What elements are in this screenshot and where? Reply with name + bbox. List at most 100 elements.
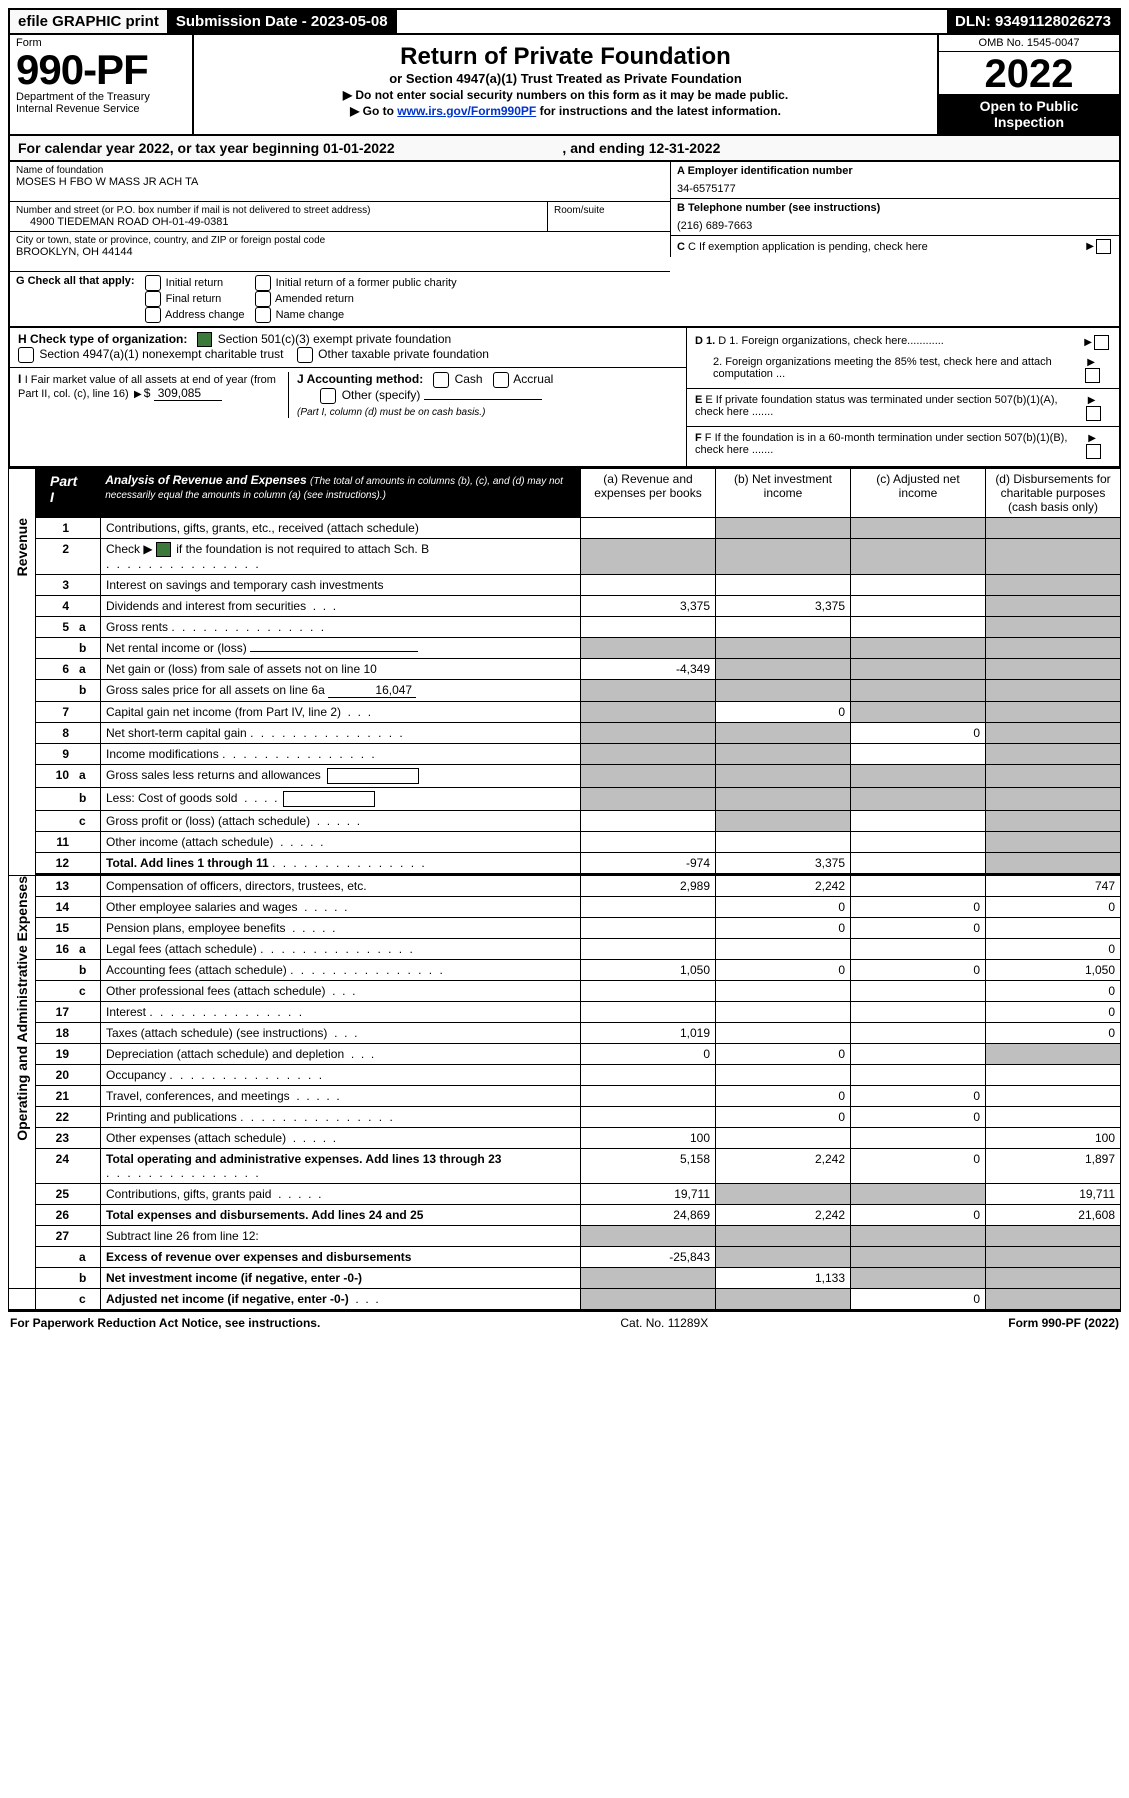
footer: For Paperwork Reduction Act Notice, see … <box>8 1310 1121 1334</box>
address: 4900 TIEDEMAN ROAD OH-01-49-0381 <box>16 216 541 228</box>
row-25: Contributions, gifts, grants paid . . . … <box>101 1184 581 1205</box>
row-12: Total. Add lines 1 through 11 <box>101 853 581 875</box>
chk-other-tax[interactable] <box>297 347 313 363</box>
info-block: Name of foundation MOSES H FBO W MASS JR… <box>8 161 1121 328</box>
row-16a: Legal fees (attach schedule) <box>101 939 581 960</box>
open-public-2: Inspection <box>941 114 1117 130</box>
submission-date: Submission Date - 2023-05-08 <box>168 10 397 33</box>
row-23: Other expenses (attach schedule) . . . .… <box>101 1128 581 1149</box>
chk-f[interactable] <box>1086 444 1101 459</box>
j-note: (Part I, column (d) must be on cash basi… <box>297 407 485 418</box>
row-2: Check ▶ if the foundation is not require… <box>101 539 581 575</box>
row-10b: Less: Cost of goods sold . . . . <box>101 788 581 811</box>
room-label: Room/suite <box>547 201 670 231</box>
dept-label: Department of the Treasury <box>16 91 186 103</box>
row-11: Other income (attach schedule) . . . . . <box>101 832 581 853</box>
chk-final[interactable] <box>145 291 161 307</box>
city: BROOKLYN, OH 44144 <box>16 246 664 258</box>
top-bar: efile GRAPHIC print Submission Date - 20… <box>8 8 1121 35</box>
part1-tab: Part I <box>36 469 91 509</box>
chk-name-change[interactable] <box>255 307 271 323</box>
row-13: Compensation of officers, directors, tru… <box>101 876 581 897</box>
form-number: 990-PF <box>16 49 186 91</box>
side-revenue: Revenue <box>14 518 30 582</box>
name-label: Name of foundation <box>16 165 664 176</box>
ein-val: 34-6575177 <box>677 177 736 195</box>
instruction-1: ▶ Do not enter social security numbers o… <box>202 88 929 102</box>
efile-label[interactable]: efile GRAPHIC print <box>10 10 168 33</box>
foundation-name: MOSES H FBO W MASS JR ACH TA <box>16 176 664 188</box>
part1-table: Part I Analysis of Revenue and Expenses … <box>8 468 1121 1310</box>
chk-amended[interactable] <box>255 291 271 307</box>
chk-501c3[interactable] <box>197 332 212 347</box>
open-public-1: Open to Public <box>941 98 1117 114</box>
chk-schb[interactable] <box>156 542 171 557</box>
row-27c: Adjusted net income (if negative, enter … <box>101 1289 581 1310</box>
addr-label: Number and street (or P.O. box number if… <box>16 205 541 216</box>
row-5b: Net rental income or (loss) <box>101 638 581 659</box>
i-val: 309,085 <box>154 386 222 401</box>
row-3: Interest on savings and temporary cash i… <box>101 575 581 596</box>
row-24: Total operating and administrative expen… <box>101 1149 581 1184</box>
col-a: (a) Revenue and expenses per books <box>581 469 716 518</box>
side-expenses: Operating and Administrative Expenses <box>14 876 30 1147</box>
ein-label: A Employer identification number <box>677 165 853 177</box>
row-21: Travel, conferences, and meetings . . . … <box>101 1086 581 1107</box>
row-14: Other employee salaries and wages . . . … <box>101 897 581 918</box>
row-10c: Gross profit or (loss) (attach schedule)… <box>101 811 581 832</box>
row-7: Capital gain net income (from Part IV, l… <box>101 702 581 723</box>
j-label: J Accounting method: <box>297 373 423 387</box>
row-20: Occupancy <box>101 1065 581 1086</box>
chk-e[interactable] <box>1086 406 1101 421</box>
row-16c: Other professional fees (attach schedule… <box>101 981 581 1002</box>
row-1: Contributions, gifts, grants, etc., rece… <box>101 518 581 539</box>
irs-label: Internal Revenue Service <box>16 103 186 115</box>
i-label: I Fair market value of all assets at end… <box>18 374 276 400</box>
row-27b: Net investment income (if negative, ente… <box>101 1268 581 1289</box>
row-10a: Gross sales less returns and allowances <box>101 765 581 788</box>
chk-initial[interactable] <box>145 275 161 291</box>
form-subtitle: or Section 4947(a)(1) Trust Treated as P… <box>202 71 929 86</box>
row-16b: Accounting fees (attach schedule) <box>101 960 581 981</box>
footer-left: For Paperwork Reduction Act Notice, see … <box>10 1316 320 1330</box>
form-header: Form 990-PF Department of the Treasury I… <box>8 35 1121 136</box>
chk-c[interactable] <box>1096 239 1111 254</box>
col-b: (b) Net investment income <box>716 469 851 518</box>
row-6b: Gross sales price for all assets on line… <box>101 680 581 702</box>
row-5a: Gross rents <box>101 617 581 638</box>
g-label: G Check all that apply: <box>16 275 135 287</box>
calendar-year-bar: For calendar year 2022, or tax year begi… <box>8 136 1121 161</box>
row-18: Taxes (attach schedule) (see instruction… <box>101 1023 581 1044</box>
chk-addr-change[interactable] <box>145 307 161 323</box>
city-label: City or town, state or province, country… <box>16 235 664 246</box>
row-8: Net short-term capital gain <box>101 723 581 744</box>
instruction-2: ▶ Go to www.irs.gov/Form990PF for instru… <box>202 104 929 118</box>
col-d: (d) Disbursements for charitable purpose… <box>986 469 1121 518</box>
row-27a: Excess of revenue over expenses and disb… <box>101 1247 581 1268</box>
chk-other-method[interactable] <box>320 388 336 404</box>
row-27: Subtract line 26 from line 12: <box>101 1226 581 1247</box>
row-9: Income modifications <box>101 744 581 765</box>
hij-block: H Check type of organization: Section 50… <box>8 328 1121 468</box>
tax-year: 2022 <box>939 52 1119 94</box>
h-label: H Check type of organization: <box>18 332 187 346</box>
chk-initial-former[interactable] <box>255 275 271 291</box>
chk-cash[interactable] <box>433 372 449 388</box>
row-17: Interest <box>101 1002 581 1023</box>
chk-d2[interactable] <box>1085 368 1100 383</box>
phone-val: (216) 689-7663 <box>677 214 752 232</box>
c-label: C If exemption application is pending, c… <box>688 241 928 253</box>
col-c: (c) Adjusted net income <box>851 469 986 518</box>
row-4: Dividends and interest from securities .… <box>101 596 581 617</box>
footer-mid: Cat. No. 11289X <box>620 1316 708 1330</box>
chk-d1[interactable] <box>1094 335 1109 350</box>
part1-head: Analysis of Revenue and Expenses <box>105 473 306 487</box>
chk-accrual[interactable] <box>493 372 509 388</box>
irs-link[interactable]: www.irs.gov/Form990PF <box>397 104 536 118</box>
dln: DLN: 93491128026273 <box>947 10 1119 33</box>
chk-4947[interactable] <box>18 347 34 363</box>
row-22: Printing and publications <box>101 1107 581 1128</box>
row-19: Depreciation (attach schedule) and deple… <box>101 1044 581 1065</box>
phone-label: B Telephone number (see instructions) <box>677 202 880 214</box>
row-26: Total expenses and disbursements. Add li… <box>101 1205 581 1226</box>
